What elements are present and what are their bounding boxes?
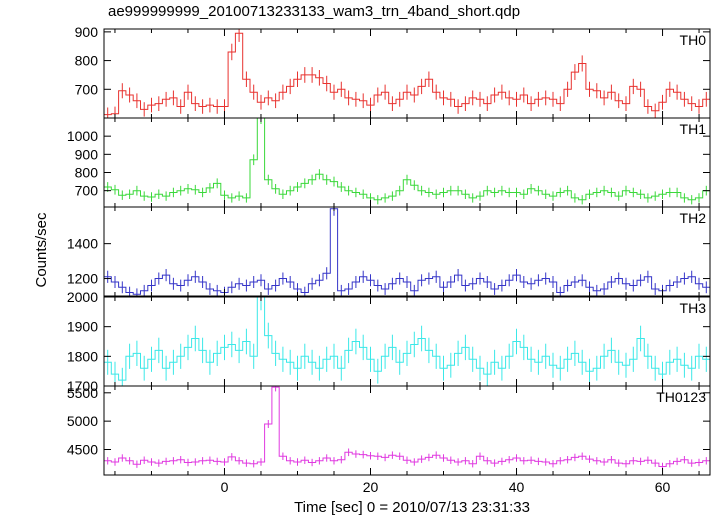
series-line (104, 297, 710, 381)
y-axis-label: Counts/sec (33, 212, 50, 288)
panel-label-th3: TH3 (680, 300, 707, 316)
y-tick-label: 5500 (67, 385, 98, 401)
y-tick-label: 800 (75, 164, 99, 180)
y-tick-label: 900 (75, 24, 99, 40)
series-line (104, 208, 710, 295)
panel-th3: 1700 1800 1900 2000 TH3 (67, 289, 711, 394)
series-th3 (104, 297, 710, 386)
y-tick-label: 700 (75, 183, 99, 199)
panel-th1: 700 800 900 1000 TH1 (67, 117, 711, 208)
x-tick-label: 20 (363, 479, 379, 495)
y-tick-label: 1700 (67, 378, 98, 394)
y-tick-label: 1200 (67, 271, 98, 287)
series-line (104, 32, 710, 116)
y-tick-label: 1000 (67, 128, 98, 144)
y-tick-label: 1900 (67, 319, 98, 335)
y-tick-label: 1400 (67, 236, 98, 252)
x-tick-label: 0 (221, 479, 229, 495)
chart-title: ae999999999_20100713233133_wam3_trn_4ban… (108, 3, 521, 20)
y-tick-label: 5000 (67, 413, 98, 429)
panel-th2: 1200 1400 TH2 (67, 206, 711, 297)
x-tick-label: 60 (655, 479, 671, 495)
series-th1 (104, 118, 710, 205)
y-tick-label: 700 (75, 81, 99, 97)
y-tick-label: 2000 (67, 289, 98, 305)
x-tick-label: 40 (509, 479, 525, 495)
series-th0 (104, 29, 710, 118)
panel-th0123: 4500 5000 5500 TH0123 (67, 385, 711, 476)
y-tick-label: 1800 (67, 348, 98, 364)
y-tick-label: 4500 (67, 441, 98, 457)
series-th0123 (104, 386, 710, 471)
y-tick-label: 800 (75, 53, 99, 69)
panel-label-th1: TH1 (680, 121, 707, 137)
series-line (104, 386, 710, 467)
panel-label-th2: TH2 (680, 210, 707, 226)
x-axis-label: Time [sec] 0 = 2010/07/13 23:31:33 (294, 499, 530, 516)
series-th2 (104, 207, 710, 296)
panel-label-th0123: TH0123 (656, 389, 706, 405)
panel-label-th0: TH0 (680, 32, 707, 48)
y-tick-label: 900 (75, 146, 99, 162)
series-line (104, 118, 710, 201)
panel-th0: 700 800 900 TH0 (75, 24, 711, 119)
